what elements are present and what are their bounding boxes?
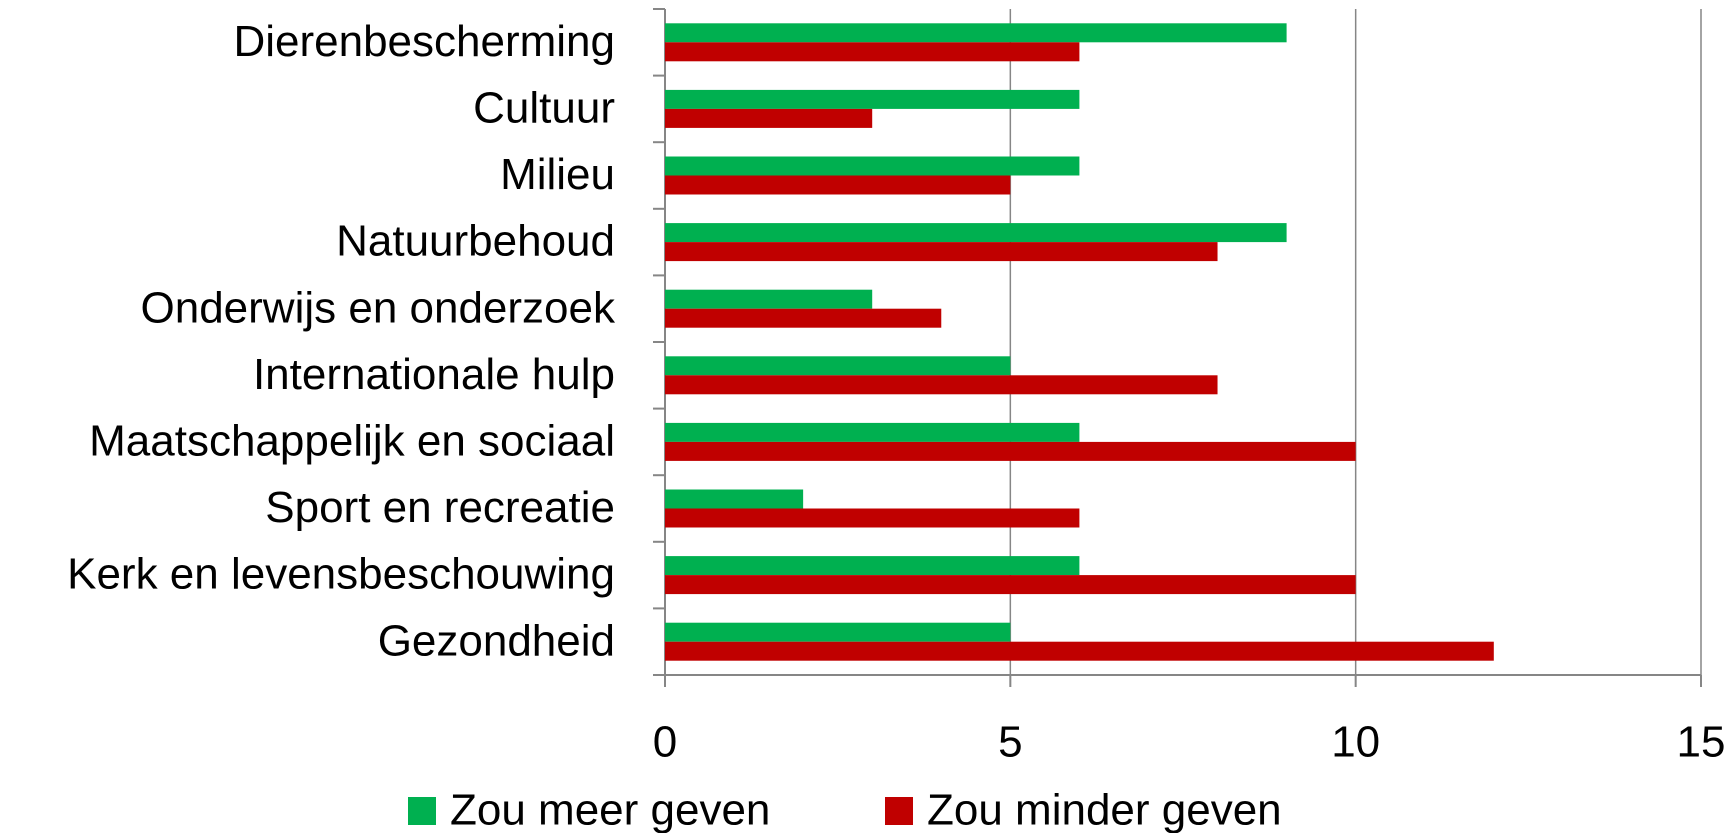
bar xyxy=(665,89,1080,109)
bar xyxy=(665,356,1011,376)
bar xyxy=(665,375,1218,395)
x-tick-label: 0 xyxy=(653,718,677,767)
bar xyxy=(665,556,1080,576)
legend-swatch xyxy=(885,797,913,825)
category-label: Sport en recreatie xyxy=(265,483,615,532)
legend-swatch xyxy=(408,797,436,825)
bar xyxy=(665,23,1287,43)
category-label: Kerk en levensbeschouwing xyxy=(67,550,615,599)
bar xyxy=(665,422,1080,442)
bar xyxy=(665,42,1080,62)
bar xyxy=(665,175,1011,195)
bar xyxy=(665,641,1494,661)
bar xyxy=(665,622,1011,642)
bar xyxy=(665,489,804,509)
bar xyxy=(665,441,1356,461)
x-tick-label: 10 xyxy=(1331,718,1380,767)
bar xyxy=(665,308,942,328)
category-label: Milieu xyxy=(500,150,615,199)
bar xyxy=(665,108,873,128)
bar xyxy=(665,575,1356,595)
x-tick-label: 5 xyxy=(998,718,1022,767)
x-tick-label: 15 xyxy=(1677,718,1726,767)
category-label: Maatschappelijk en sociaal xyxy=(89,417,615,466)
category-label: Gezondheid xyxy=(378,616,615,665)
category-label: Onderwijs en onderzoek xyxy=(141,283,616,332)
bar xyxy=(665,289,873,309)
category-label: Dierenbescherming xyxy=(233,17,615,66)
category-label: Cultuur xyxy=(473,84,615,133)
bar xyxy=(665,242,1218,262)
bar xyxy=(665,508,1080,528)
bar xyxy=(665,223,1287,243)
legend-label: Zou meer geven xyxy=(450,786,770,833)
legend-label: Zou minder geven xyxy=(927,786,1282,833)
bar xyxy=(665,156,1080,176)
category-label: Internationale hulp xyxy=(253,350,615,399)
category-label: Natuurbehoud xyxy=(336,217,615,266)
